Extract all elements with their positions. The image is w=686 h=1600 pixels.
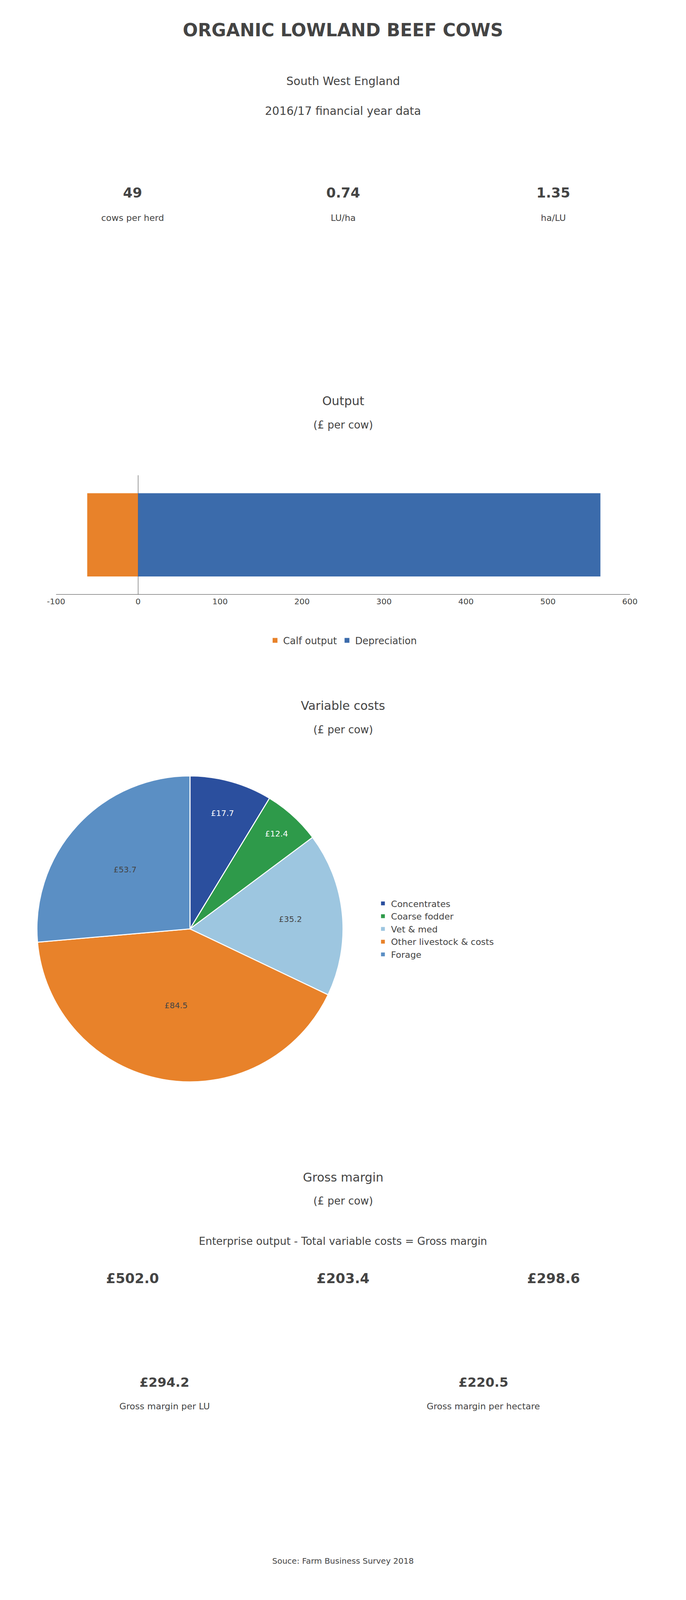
svg-text:Variable costs: Variable costs	[300, 698, 386, 714]
svg-text:ha/LU: ha/LU	[540, 212, 566, 224]
svg-text:-100: -100	[46, 596, 65, 607]
svg-text:(£ per cow): (£ per cow)	[313, 1195, 374, 1208]
svg-text:400: 400	[458, 596, 474, 607]
svg-text:Other livestock & costs: Other livestock & costs	[391, 937, 495, 948]
svg-text:Calf output: Calf output	[283, 635, 337, 647]
svg-text:(£ per cow): (£ per cow)	[313, 419, 374, 432]
svg-text:Gross margin per hectare: Gross margin per hectare	[426, 1401, 541, 1412]
svg-text:300: 300	[376, 596, 392, 607]
svg-text:Forage: Forage	[391, 950, 422, 961]
svg-text:South West England: South West England	[286, 74, 401, 88]
svg-text:(£ per cow): (£ per cow)	[313, 723, 374, 737]
svg-text:£294.2: £294.2	[139, 1375, 190, 1391]
svg-text:£12.4: £12.4	[264, 829, 288, 839]
svg-text:1.35: 1.35	[536, 184, 571, 201]
svg-text:ORGANIC LOWLAND BEEF COWS: ORGANIC LOWLAND BEEF COWS	[182, 19, 503, 41]
svg-text:£53.7: £53.7	[113, 865, 137, 875]
svg-text:49: 49	[123, 184, 142, 201]
svg-text:Souce: Farm Business Survey 20: Souce: Farm Business Survey 2018	[272, 1556, 414, 1567]
svg-text:Vet & med: Vet & med	[391, 924, 438, 935]
svg-text:2016/17 financial year data: 2016/17 financial year data	[264, 104, 422, 118]
svg-text:Concentrates: Concentrates	[391, 899, 451, 910]
svg-text:0.74: 0.74	[326, 184, 361, 201]
svg-text:£502.0: £502.0	[106, 1270, 159, 1287]
svg-text:£298.6: £298.6	[527, 1270, 580, 1287]
svg-text:100: 100	[212, 596, 228, 607]
svg-text:Depreciation: Depreciation	[354, 635, 417, 647]
svg-text:500: 500	[540, 596, 556, 607]
svg-text:Gross margin: Gross margin	[302, 1170, 384, 1185]
svg-text:200: 200	[294, 596, 310, 607]
svg-text:£84.5: £84.5	[164, 1000, 188, 1011]
svg-text:Enterprise output - Total vari: Enterprise output - Total variable costs…	[198, 1235, 488, 1248]
svg-text:Output: Output	[322, 394, 365, 409]
svg-text:Coarse fodder: Coarse fodder	[391, 911, 455, 922]
svg-text:£17.7: £17.7	[210, 808, 234, 819]
svg-text:Gross margin per LU: Gross margin per LU	[119, 1401, 210, 1412]
svg-text:£220.5: £220.5	[458, 1375, 509, 1391]
svg-text:cows per herd: cows per herd	[101, 212, 165, 224]
svg-text:600: 600	[622, 596, 638, 607]
svg-text:£35.2: £35.2	[278, 914, 302, 925]
svg-text:£203.4: £203.4	[316, 1270, 370, 1287]
svg-text:LU/ha: LU/ha	[330, 212, 356, 224]
svg-text:0: 0	[135, 596, 141, 607]
